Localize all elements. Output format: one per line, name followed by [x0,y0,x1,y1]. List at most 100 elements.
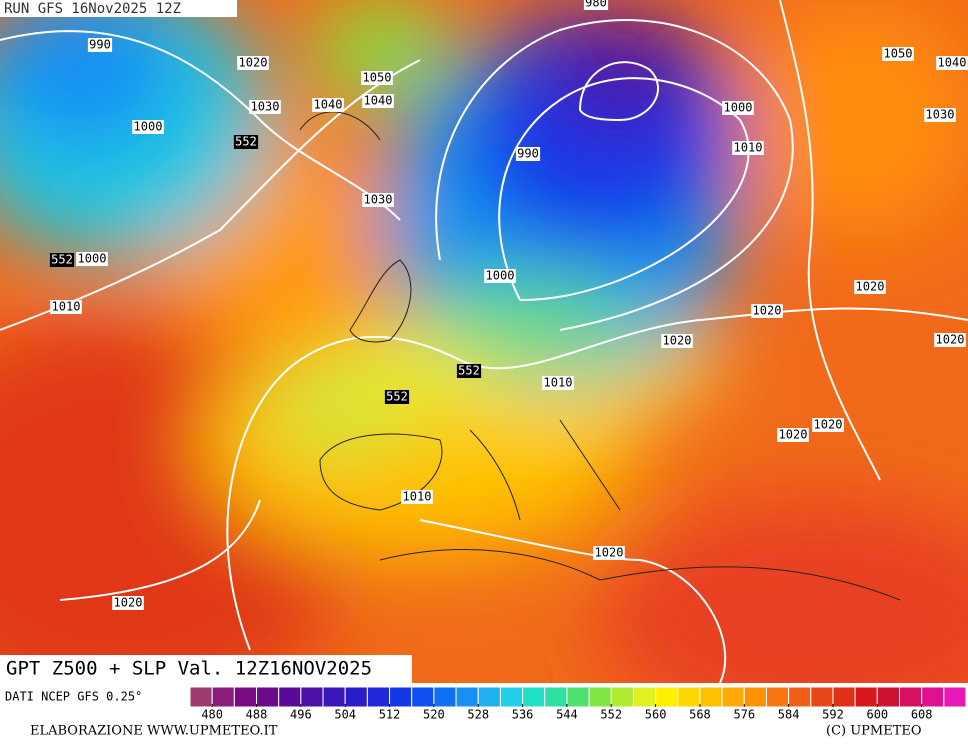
contour-label-box [237,56,269,70]
colorbar-swatch [544,686,568,708]
contour-label-box [751,304,783,318]
contour-label-box [882,47,914,61]
colorbar-tick-label: 600 [866,708,888,722]
colorbar-swatch [256,686,280,708]
coastlines [299,111,901,601]
colorbar-tick-label: 496 [290,708,312,722]
run-box [0,0,237,17]
contour-label: 1020 [114,596,143,610]
contour-label-box [593,546,625,560]
colorbar-tick-label: 608 [911,708,933,722]
contour-label-box [249,100,281,114]
colorbar-tick-label: 520 [423,708,445,722]
contour-label-box [732,141,764,155]
colorbar-swatch [477,686,501,708]
colorbar-swatch [788,686,812,708]
copyright: (C) UPMETEO [826,724,922,739]
colorbar-tick-label: 584 [778,708,800,722]
contour-label: 990 [89,38,111,52]
source: DATI NCEP GFS 0.25° [5,690,142,704]
contour-label-box [76,252,108,266]
colorbar-swatch [677,686,701,708]
contour-label: 552 [458,364,480,378]
contour-label-box [233,135,259,149]
contour-label: 1050 [363,71,392,85]
colorbar-swatch [699,686,723,708]
colorbar-tick-label: 592 [822,708,844,722]
contour-label-box [936,56,968,70]
contour-label: 1000 [78,252,107,266]
contour-label: 1010 [52,300,81,314]
contour-label-box [515,147,541,161]
contour-label-box [934,333,966,347]
contour-label: 1010 [734,141,763,155]
colorbar-swatch [522,686,546,708]
contour-label: 1040 [314,98,343,112]
contour-label-box [112,596,144,610]
contour-label-box [812,418,844,432]
contour-label-box [362,94,394,108]
colorbar-swatch [389,686,413,708]
contour-label-box [583,0,609,10]
contour-label: 990 [517,147,539,161]
colorbar-swatch [876,686,900,708]
contour-label: 1050 [884,47,913,61]
contour-label-box [50,300,82,314]
title-box [0,655,412,683]
contour-label-box [362,193,394,207]
contour-label: 1040 [938,56,967,70]
contour-label-box [87,38,113,52]
colorbar-tick-label: 488 [246,708,268,722]
colorbar-swatch [721,686,745,708]
colorbar-tick-label: 504 [334,708,356,722]
contour-label-box [722,101,754,115]
colorbar-swatch [322,686,346,708]
colorbar-tick-label: 512 [379,708,401,722]
contour-label: 1010 [403,490,432,504]
contour-label: 1010 [544,376,573,390]
contour-label: 1020 [936,333,965,347]
colorbar-tick-label: 480 [201,708,223,722]
colorbar-swatch [211,686,235,708]
colorbar-swatch [898,686,923,708]
contour-label-box [312,98,344,112]
contour-label: 980 [585,0,607,10]
colorbar-swatch [344,686,368,708]
colorbar-swatch [499,686,524,708]
contour-label: 552 [235,135,257,149]
contour-label: 1020 [856,280,885,294]
contour-label-box [777,428,809,442]
colorbar-swatch [943,686,967,708]
colorbar-tick-label: 544 [556,708,578,722]
colorbar-tick-label: 552 [600,708,622,722]
colorbar-swatch [921,686,945,708]
contour-label: 1020 [753,304,782,318]
colorbar-swatch [655,686,679,708]
contour-label: 1020 [779,428,808,442]
contour-label: 1040 [364,94,393,108]
contour-label: 1030 [364,193,393,207]
contour-label-box [49,253,75,267]
colorbar-swatch [278,686,302,708]
title: GPT Z500 + SLP Val. 12Z16NOV2025 [6,658,372,680]
colorbar-swatch [743,686,767,708]
contour-label: 552 [51,253,73,267]
colorbar-swatch [854,686,878,708]
colorbar-swatch [832,686,856,708]
colorbar-swatch [610,686,634,708]
contour-label: 552 [386,390,408,404]
contour-label: 1020 [239,56,268,70]
contour-label-box [401,490,433,504]
contour-label-box [661,334,693,348]
contour-label-box [456,364,482,378]
colorbar-swatch [765,686,790,708]
contour-label: 1000 [486,269,515,283]
colorbar-tick-label: 576 [733,708,755,722]
colorbar-swatch [233,686,258,708]
contour-label-box [484,269,516,283]
colorbar-swatch [189,686,213,708]
colorbar-tick-label: 568 [689,708,711,722]
contour-label-box [384,390,410,404]
